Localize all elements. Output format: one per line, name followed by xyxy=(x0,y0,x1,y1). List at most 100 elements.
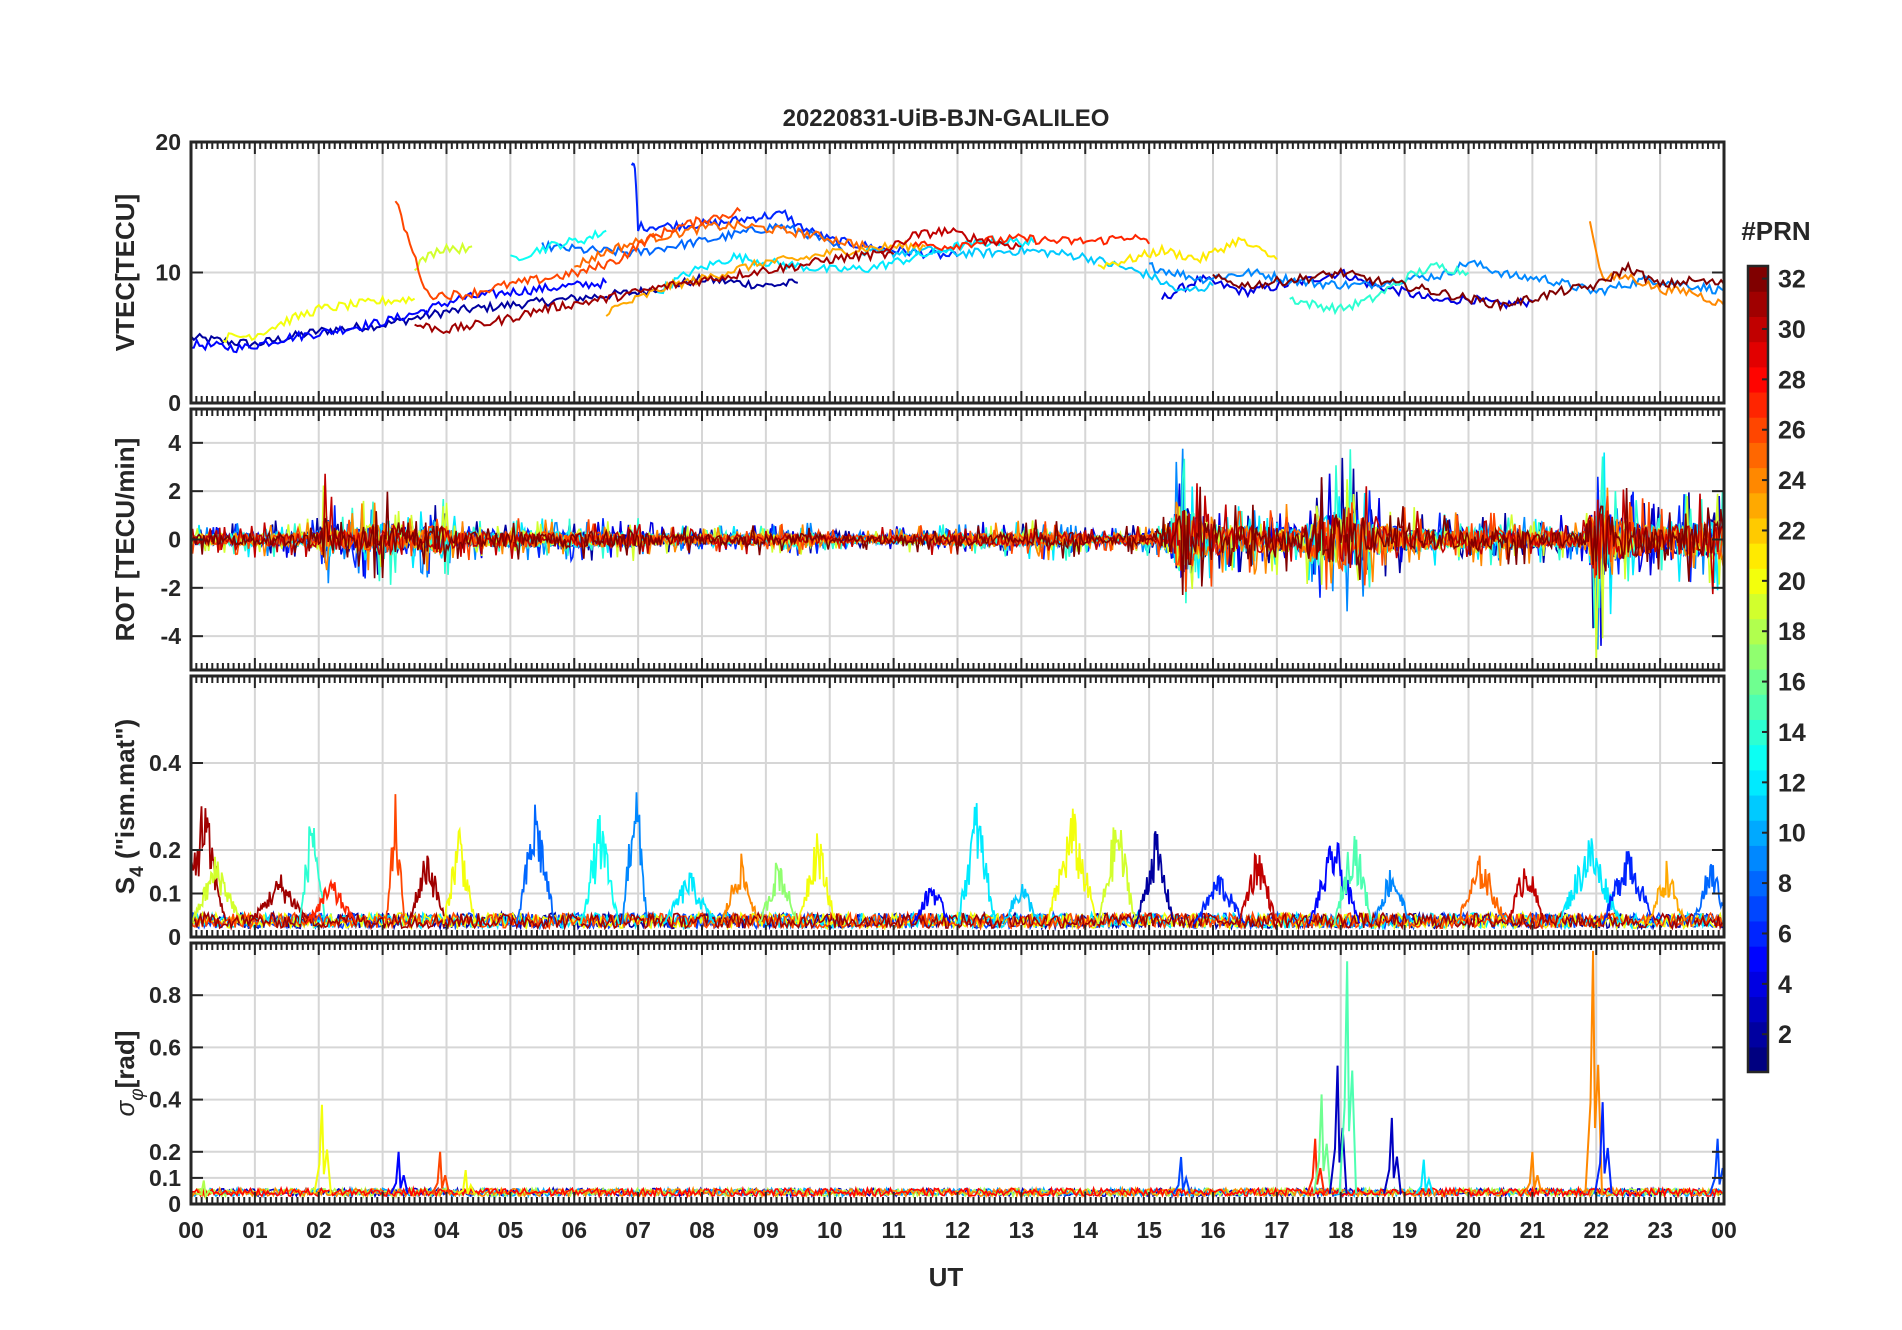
series-prn-6 xyxy=(630,162,959,261)
y-tick-label: -2 xyxy=(161,575,181,601)
panel-3: 0 0.1 0.2 0.4S4 ("ism.mat") xyxy=(110,674,1726,950)
grid xyxy=(191,943,1724,1204)
y-tick-label: 0.6 xyxy=(149,1034,181,1060)
tick-marks xyxy=(190,409,1725,670)
y-tick-label: 0.2 xyxy=(149,1139,181,1165)
x-tick-label: 07 xyxy=(625,1217,651,1243)
series-prn-32 xyxy=(1212,260,1724,312)
panel-2: -4 -2 0 2 4 ROT [TECU/min] xyxy=(110,407,1726,672)
burst-prn-25 xyxy=(1454,855,1508,925)
colorbar-title: #PRN xyxy=(1741,216,1810,246)
burst-prn-31 xyxy=(191,806,227,921)
colorbar-band xyxy=(1748,769,1768,796)
x-tick-label: 09 xyxy=(753,1217,779,1243)
y-tick-label: 20 xyxy=(155,129,181,155)
colorbar-band xyxy=(1748,870,1768,897)
tick-marks xyxy=(190,943,1725,1205)
series-group xyxy=(191,950,1724,1201)
y-axis-label: σφ[rad] xyxy=(110,1031,148,1117)
colorbar-tick-label: 28 xyxy=(1778,366,1806,394)
colorbar-tick-label: 12 xyxy=(1778,769,1806,797)
colorbar-band xyxy=(1748,266,1768,292)
burst-prn-5 xyxy=(1307,841,1361,925)
burst-prn-20 xyxy=(1046,808,1099,925)
colorbar-band xyxy=(1748,643,1768,670)
series-prn-31 xyxy=(191,910,1723,931)
y-tick-label: 0.1 xyxy=(149,1165,181,1191)
y-axis-label: ROT [TECU/min] xyxy=(110,438,140,642)
series-prn-14 xyxy=(1289,261,1470,316)
x-tick-label: 02 xyxy=(306,1217,332,1243)
x-tick-label: 14 xyxy=(1072,1217,1098,1243)
colorbar-band xyxy=(1748,694,1768,720)
x-tick-label: 05 xyxy=(498,1217,524,1243)
y-tick-label: 4 xyxy=(168,430,181,456)
spike-prn-24 xyxy=(1584,950,1603,1194)
colorbar-band xyxy=(1748,391,1768,418)
spike-prn-24 xyxy=(1523,1151,1543,1194)
x-tick-label: 00 xyxy=(1711,1217,1737,1243)
x-tick-label: 03 xyxy=(370,1217,396,1243)
x-tick-label: 08 xyxy=(689,1217,715,1243)
x-tick-label: 22 xyxy=(1583,1217,1609,1243)
colorbar-band xyxy=(1748,744,1768,771)
x-tick-label: 11 xyxy=(881,1217,906,1243)
colorbar-tick-label: 10 xyxy=(1778,820,1806,848)
x-tick-label: 10 xyxy=(817,1217,843,1243)
grid xyxy=(191,676,1724,937)
burst-prn-19 xyxy=(1097,827,1137,925)
series-prn-8 xyxy=(541,222,844,258)
colorbar-tick-label: 20 xyxy=(1778,568,1806,596)
y-tick-label: 0.4 xyxy=(149,750,181,776)
x-tick-label: 01 xyxy=(242,1217,268,1243)
series-prn-9 xyxy=(1148,259,1724,297)
colorbar-band xyxy=(1748,946,1768,972)
burst-prn-12 xyxy=(956,803,996,925)
colorbar-band xyxy=(1748,971,1768,998)
series-prn-23 xyxy=(605,239,926,317)
colorbar-tick-label: 6 xyxy=(1778,920,1792,948)
burst-prn-5 xyxy=(911,886,952,925)
x-tick-label: 04 xyxy=(434,1217,460,1243)
burst-prn-9 xyxy=(621,792,648,925)
colorbar-tick-label: 16 xyxy=(1778,669,1806,697)
burst-prn-11 xyxy=(1001,884,1041,925)
tick-marks xyxy=(190,141,1725,404)
colorbar-band xyxy=(1748,517,1768,544)
burst-prn-12 xyxy=(1557,838,1622,925)
y-tick-label: 0 xyxy=(168,390,181,416)
figure-title: 20220831-UiB-BJN-GALILEO xyxy=(783,105,1110,132)
x-tick-label: 15 xyxy=(1136,1217,1162,1243)
y-tick-label: -4 xyxy=(161,623,182,649)
burst-prn-31 xyxy=(407,855,447,925)
colorbar-band xyxy=(1748,366,1768,393)
burst-prn-6 xyxy=(1601,851,1655,925)
spike-prn-26 xyxy=(431,1151,451,1194)
burst-prn-15 xyxy=(1333,835,1373,925)
series-prn-5 xyxy=(191,276,608,354)
y-tick-label: 0.1 xyxy=(149,881,181,907)
colorbar-band xyxy=(1748,669,1768,695)
x-tick-label: 21 xyxy=(1520,1217,1546,1243)
series-prn-24 xyxy=(191,1185,1723,1199)
colorbar-band xyxy=(1748,568,1768,595)
y-tick-label: 2 xyxy=(168,478,181,504)
colorbar-tick-label: 30 xyxy=(1778,316,1806,344)
series-group xyxy=(191,792,1724,932)
colorbar-band xyxy=(1748,316,1768,343)
series-prn-13 xyxy=(510,228,607,262)
series-prn-24 xyxy=(1588,221,1724,307)
burst-prn-20 xyxy=(796,833,837,925)
burst-prn-19 xyxy=(191,856,243,925)
y-tick-label: 0.8 xyxy=(149,982,181,1008)
colorbar-band xyxy=(1748,895,1768,922)
burst-prn-23 xyxy=(1646,860,1686,925)
colorbar-band xyxy=(1748,341,1768,368)
series-prn-25 xyxy=(574,219,869,269)
x-axis-label: UT xyxy=(929,1262,964,1292)
burst-prn-2 xyxy=(1135,831,1175,925)
burst-prn-13 xyxy=(579,815,620,925)
colorbar-band xyxy=(1748,543,1768,569)
